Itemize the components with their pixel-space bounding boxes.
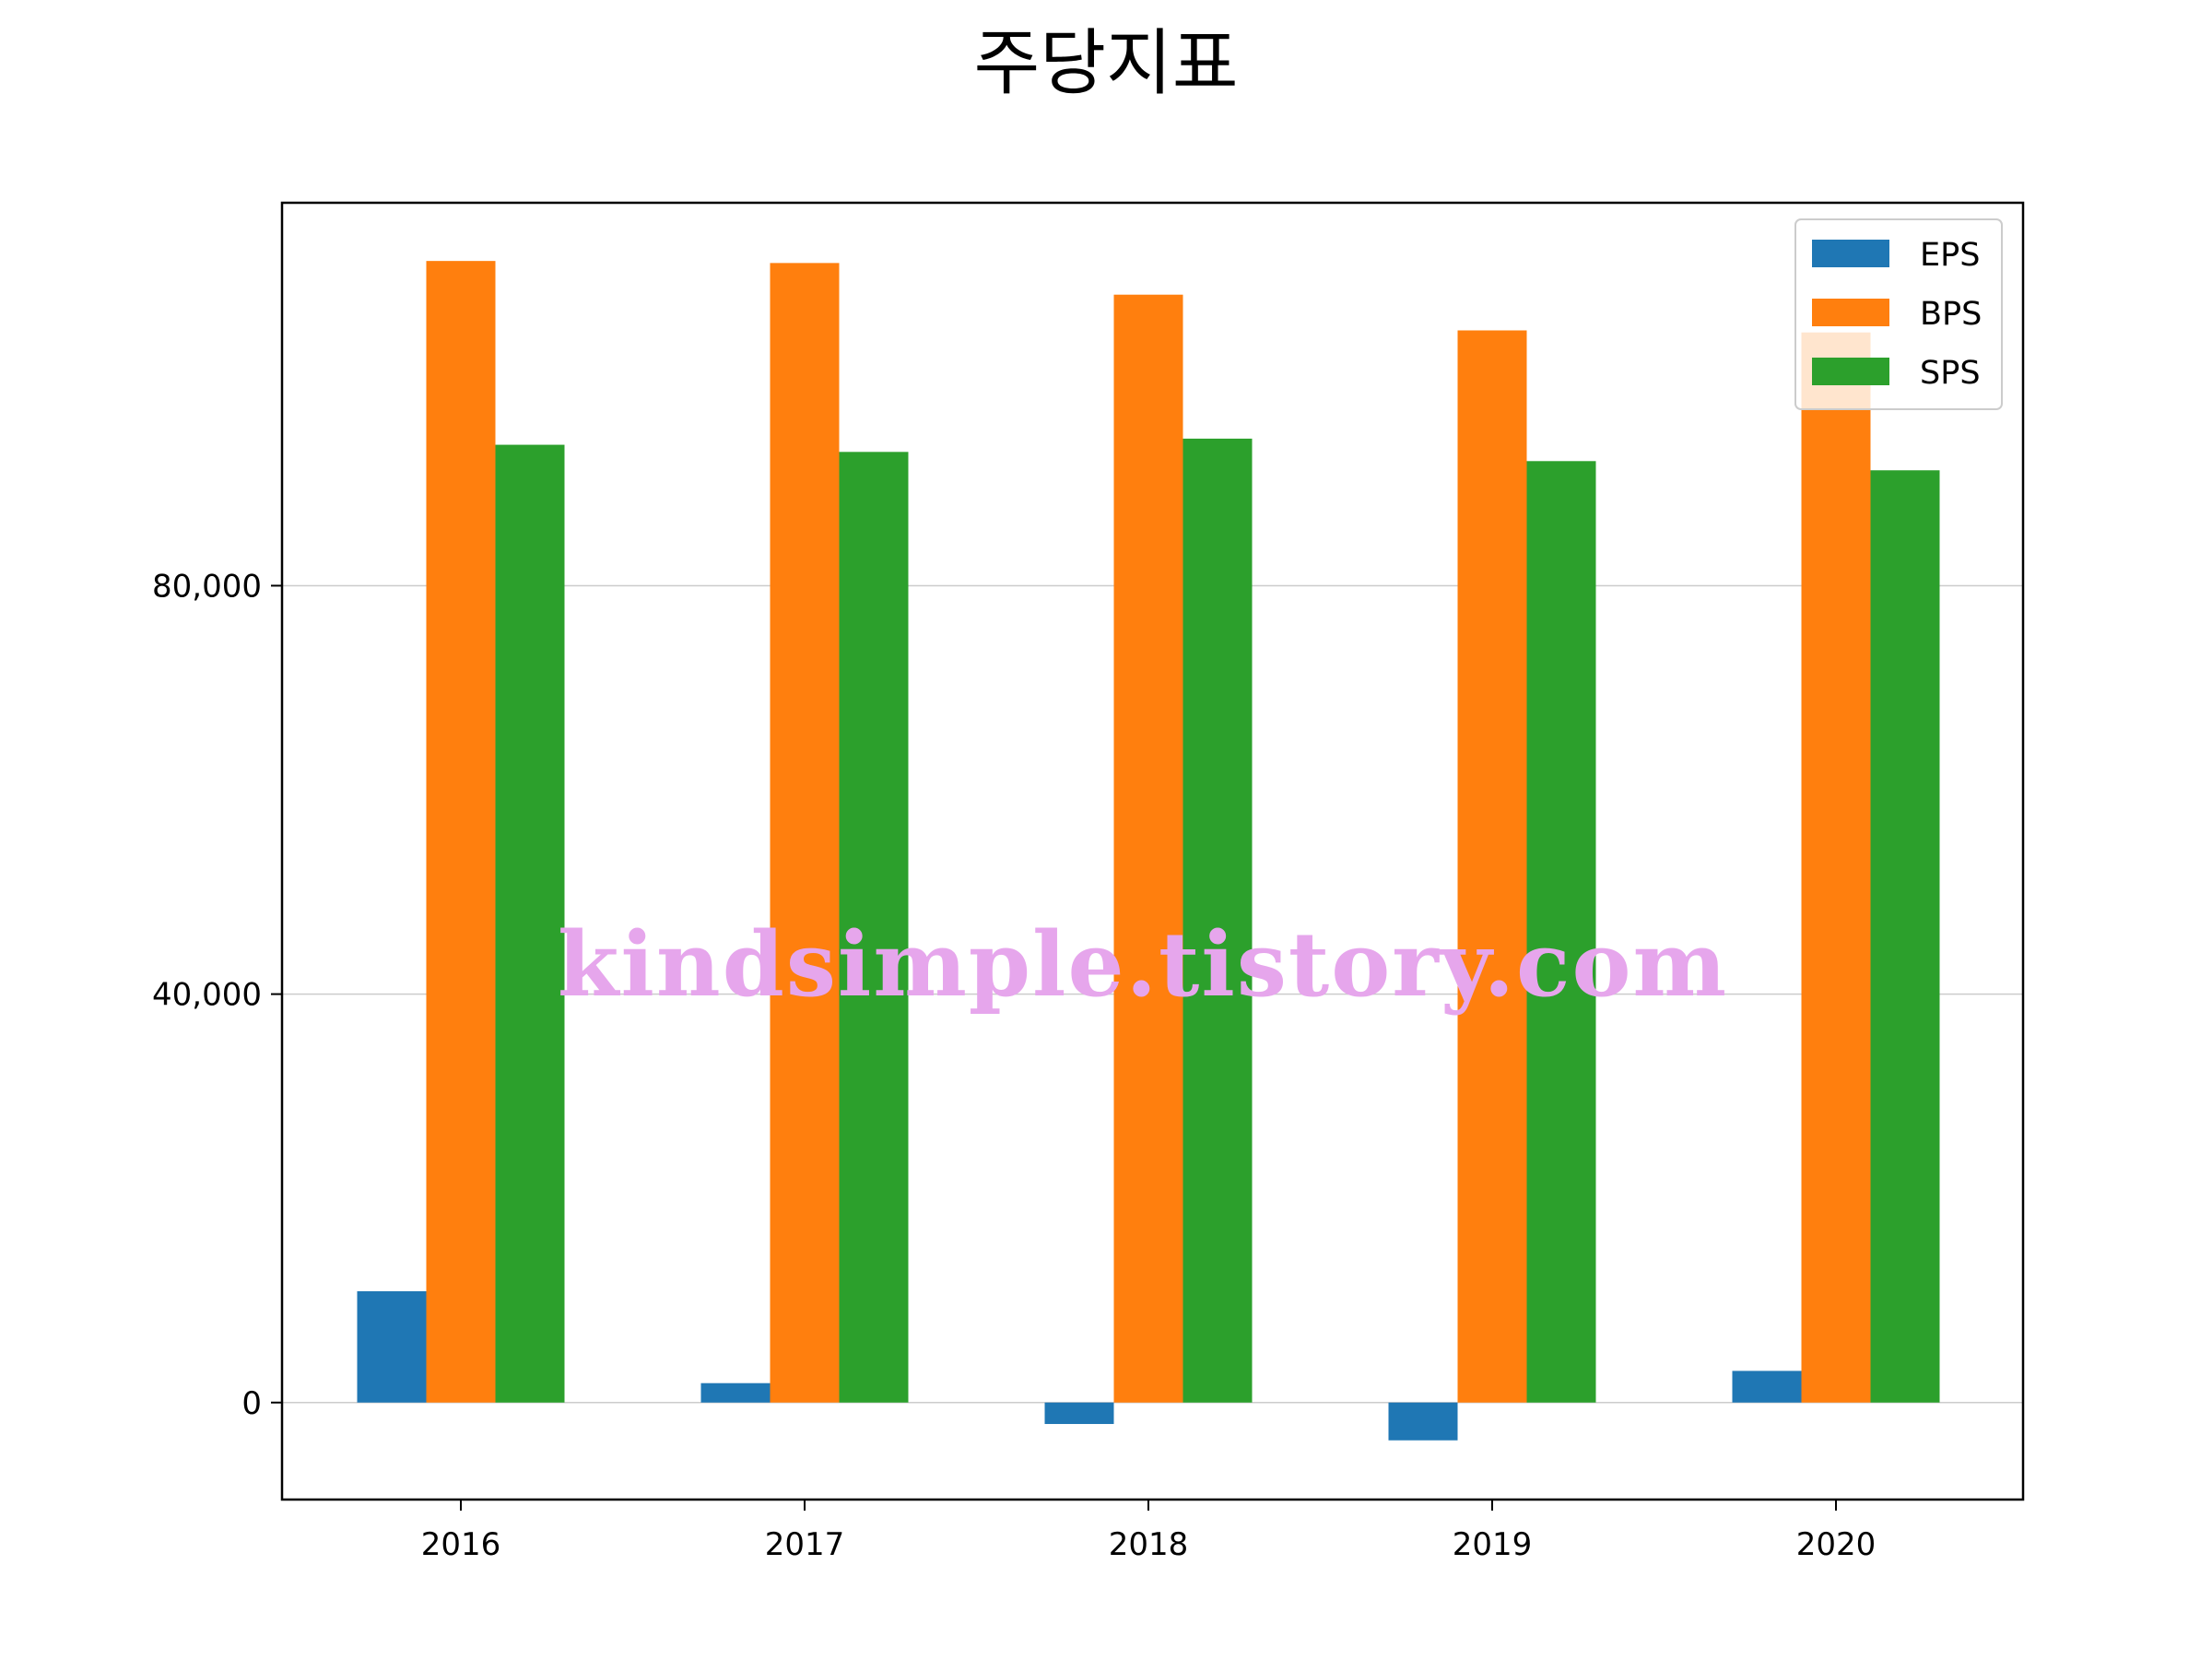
plot-frame [280, 201, 2025, 1501]
legend-swatch-eps [1812, 240, 1889, 267]
bar-eps [1044, 1402, 1114, 1425]
bar-sps [839, 452, 909, 1403]
axes: 0 40,000 80,000 2016 2017 2018 2019 2020 [152, 568, 1876, 1563]
y-tick-label: 80,000 [152, 568, 262, 605]
legend-swatch-sps [1812, 358, 1889, 385]
legend: EPS BPS SPS [1794, 218, 2003, 410]
bar-sps [1870, 470, 1940, 1403]
bar-eps [357, 1290, 427, 1403]
watermark-text: kindsimple.tistory.com [558, 912, 1728, 1017]
legend-label-bps: BPS [1920, 296, 1982, 333]
x-tick-label: 2018 [1109, 1526, 1189, 1563]
bar-eps [1388, 1402, 1458, 1441]
bar-bps [770, 263, 840, 1403]
bar-sps [1526, 461, 1596, 1403]
legend-swatch-bps [1812, 299, 1889, 326]
legend-label-sps: SPS [1920, 355, 1981, 392]
bars [357, 261, 1940, 1441]
bar-sps [495, 444, 565, 1403]
bar-bps [1801, 332, 1871, 1403]
bar-sps [1182, 438, 1253, 1403]
y-tick-label: 0 [241, 1385, 262, 1422]
bar-eps [700, 1382, 771, 1403]
bar-bps [1457, 330, 1527, 1403]
x-tick-label: 2016 [421, 1526, 501, 1563]
bar-bps [426, 261, 496, 1403]
y-tick-label: 40,000 [152, 977, 262, 1014]
legend-label-eps: EPS [1920, 237, 1980, 274]
x-tick-label: 2020 [1796, 1526, 1877, 1563]
bar-eps [1732, 1371, 1802, 1403]
bar-bps [1113, 294, 1183, 1403]
x-tick-label: 2017 [765, 1526, 845, 1563]
x-tick-label: 2019 [1453, 1526, 1533, 1563]
chart-title: 주당지표 [973, 22, 1238, 105]
